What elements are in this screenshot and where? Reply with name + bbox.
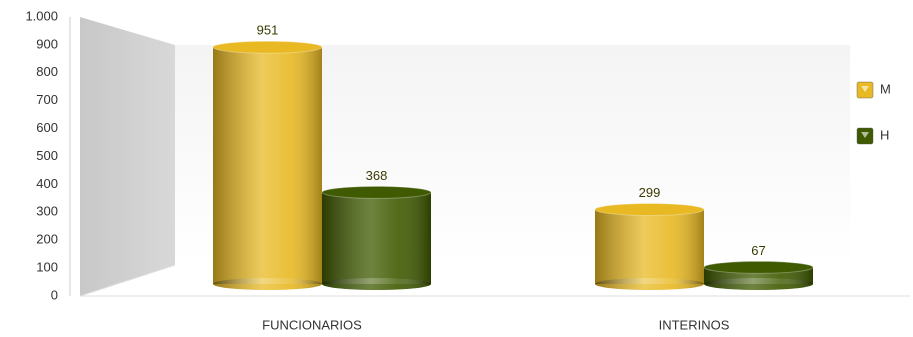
y-tick-label: 700 [36,92,58,107]
value-label: 67 [751,243,765,258]
y-tick-label: 400 [36,176,58,191]
value-label: 299 [639,185,661,200]
bar-shade [322,192,431,284]
value-label: 951 [257,23,279,38]
legend-icon [861,132,869,138]
y-tick-label: 1.000 [25,8,58,23]
legend-label: H [880,127,889,142]
y-tick-label: 100 [36,260,58,275]
bar-top [594,203,705,217]
y-tick-label: 800 [36,64,58,79]
y-tick-label: 0 [51,287,58,302]
side-wall [80,17,175,296]
y-tick-label: 300 [36,204,58,219]
y-tick-label: 600 [36,120,58,135]
bar-shade-bottom [595,278,704,290]
bar-shade [595,209,704,284]
y-tick-label: 900 [36,36,58,51]
bar-top [703,260,814,274]
x-tick-label: INTERINOS [659,317,730,332]
floor-edge [79,264,176,297]
bar-shade-bottom [322,278,431,290]
legend-label: M [880,81,891,96]
bar-top [212,40,323,54]
y-tick-label: 200 [36,232,58,247]
bar-shade-bottom [213,278,322,290]
bar-shade [213,47,322,284]
value-label: 368 [366,168,388,183]
legend-icon [861,86,869,92]
x-tick-label: FUNCIONARIOS [262,317,362,332]
y-tick-label: 500 [36,148,58,163]
bar-top [321,185,432,199]
bar-shade-bottom [704,278,813,290]
